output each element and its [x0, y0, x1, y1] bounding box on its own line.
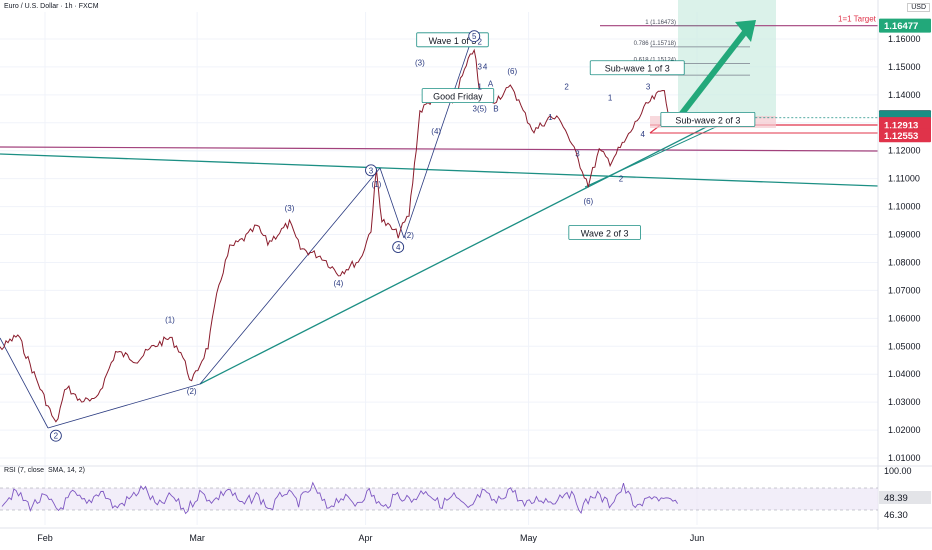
wave-label: 3(5) — [473, 105, 488, 114]
y-tick-label: 1.08000 — [888, 257, 921, 267]
wave-label: (6) — [507, 67, 517, 76]
wave-label: (1) — [165, 316, 175, 325]
y-tick-label: 1.12000 — [888, 146, 921, 156]
wave-label: (3) — [285, 204, 295, 213]
y-tick-label: 1.16000 — [888, 34, 921, 44]
annotation-box — [589, 60, 685, 76]
annotation-box — [568, 225, 641, 240]
rsi-title: RSI (7, close, SMA, 14, 2) — [4, 467, 85, 474]
y-tick-label: 1.02000 — [888, 425, 921, 435]
price-label: 1.12913 — [884, 121, 918, 132]
rising-trend-line — [584, 124, 721, 188]
rising-trend-line — [199, 119, 721, 385]
fib-level-label: 1 (1.16473) — [645, 20, 676, 26]
rsi-pane: 100.00 48.39 46.30 — [0, 465, 932, 529]
wave-label: 4 — [483, 63, 488, 72]
target-arrow-head — [735, 20, 756, 42]
x-tick-label: Feb — [37, 533, 53, 543]
wave-circle — [49, 429, 62, 442]
y-tick-label: 1.07000 — [888, 285, 921, 295]
wave-label: (3) — [415, 59, 425, 68]
x-tick-label: Apr — [359, 533, 373, 543]
rsi-sma-value: 46.30 — [884, 510, 908, 521]
wave-label: 3 — [369, 166, 374, 175]
target-arrow — [677, 30, 748, 118]
wave-label: 2 — [619, 174, 624, 183]
x-tick-label: Mar — [189, 533, 205, 543]
wave-label: (6) — [583, 197, 593, 206]
annotation-box — [660, 112, 756, 127]
wave-label: 2 — [54, 432, 59, 441]
annotation-label: Wave 1 of 3 — [429, 36, 477, 46]
wave-label: 5 — [472, 32, 477, 41]
wave-label: B — [493, 105, 498, 114]
y-tick-label: 1.14000 — [888, 90, 921, 100]
rsi-axis-top: 100.00 — [884, 466, 912, 476]
annotation-label: Good Friday — [433, 92, 483, 102]
wave-label: 3 — [575, 149, 580, 158]
rsi-band — [0, 488, 878, 510]
wave-line — [47, 383, 201, 429]
annotation-label: Sub-wave 1 of 3 — [605, 64, 670, 74]
price-label-box — [879, 18, 931, 33]
trend-lines — [0, 43, 879, 429]
annotation-label: Wave 2 of 3 — [581, 229, 629, 239]
x-tick-label: Jun — [690, 533, 705, 543]
price-label-box — [879, 128, 931, 143]
long-trend-line — [0, 153, 879, 187]
y-tick-label: 1.11000 — [888, 174, 920, 184]
annotation-box — [421, 88, 495, 104]
wave-label: (2) — [187, 387, 197, 396]
wave-line — [403, 43, 471, 239]
wave-label: 3 — [646, 82, 651, 91]
wave-label: A — [488, 79, 494, 88]
rsi-value: 48.39 — [884, 493, 908, 504]
wave-line — [0, 337, 49, 429]
wave-circle — [468, 30, 481, 43]
rsi-line — [1, 481, 678, 515]
wave-circle — [365, 164, 377, 177]
wave-label: 3 — [477, 63, 482, 72]
wave-label: 1 — [548, 113, 553, 122]
rsi-value-box — [879, 491, 931, 504]
time-axis[interactable]: Feb Mar Apr May Jun — [37, 533, 704, 543]
wave-line — [379, 167, 405, 239]
wave-label: 1 — [477, 82, 482, 91]
wave-annotations: Wave 1 of 3 Wave 2 of 3 Sub-wave 1 of 3 Sub… — [49, 30, 756, 442]
wave-label: (4) — [334, 279, 344, 288]
wave-circle — [392, 241, 405, 254]
chart-title: Euro / U.S. Dollar · 1h · FXCM — [4, 3, 99, 10]
wave-label: 2 — [564, 82, 569, 91]
wave-label: (1) — [372, 180, 382, 189]
y-tick-label: 1.15000 — [888, 62, 921, 72]
fib-level-label: 0.786 (1.15718) — [634, 41, 676, 47]
price-label: 1.12553 — [884, 131, 918, 142]
price-axis[interactable]: 1.160001.150001.140001.130001.120001.110… — [877, 0, 931, 530]
y-tick-label: 1.09000 — [888, 230, 921, 240]
wave-label: (4) — [431, 127, 441, 136]
horizontal-support-line — [0, 146, 879, 152]
y-tick-label: 1.01000 — [888, 453, 921, 463]
y-tick-label: 1.05000 — [888, 341, 921, 351]
wave-label: 4 — [396, 243, 401, 252]
price-line — [0, 48, 676, 423]
y-tick-label: 1.03000 — [888, 397, 921, 407]
y-tick-label: 1.06000 — [888, 313, 921, 323]
wave-label: 4 — [640, 130, 645, 139]
wave-label: (2) — [404, 231, 414, 240]
price-label: 1.16477 — [884, 21, 918, 32]
y-tick-label: 1.10000 — [888, 202, 921, 212]
target-label: 1=1 Target — [838, 15, 877, 24]
wave-label: 2 — [477, 38, 482, 47]
wave-label: 1 — [608, 93, 613, 102]
y-tick-label: 1.04000 — [888, 369, 921, 379]
wave-line — [199, 167, 381, 385]
currency-label[interactable]: USD — [907, 3, 930, 12]
x-tick-label: May — [520, 533, 538, 543]
annotation-label: Sub-wave 2 of 3 — [675, 115, 740, 125]
